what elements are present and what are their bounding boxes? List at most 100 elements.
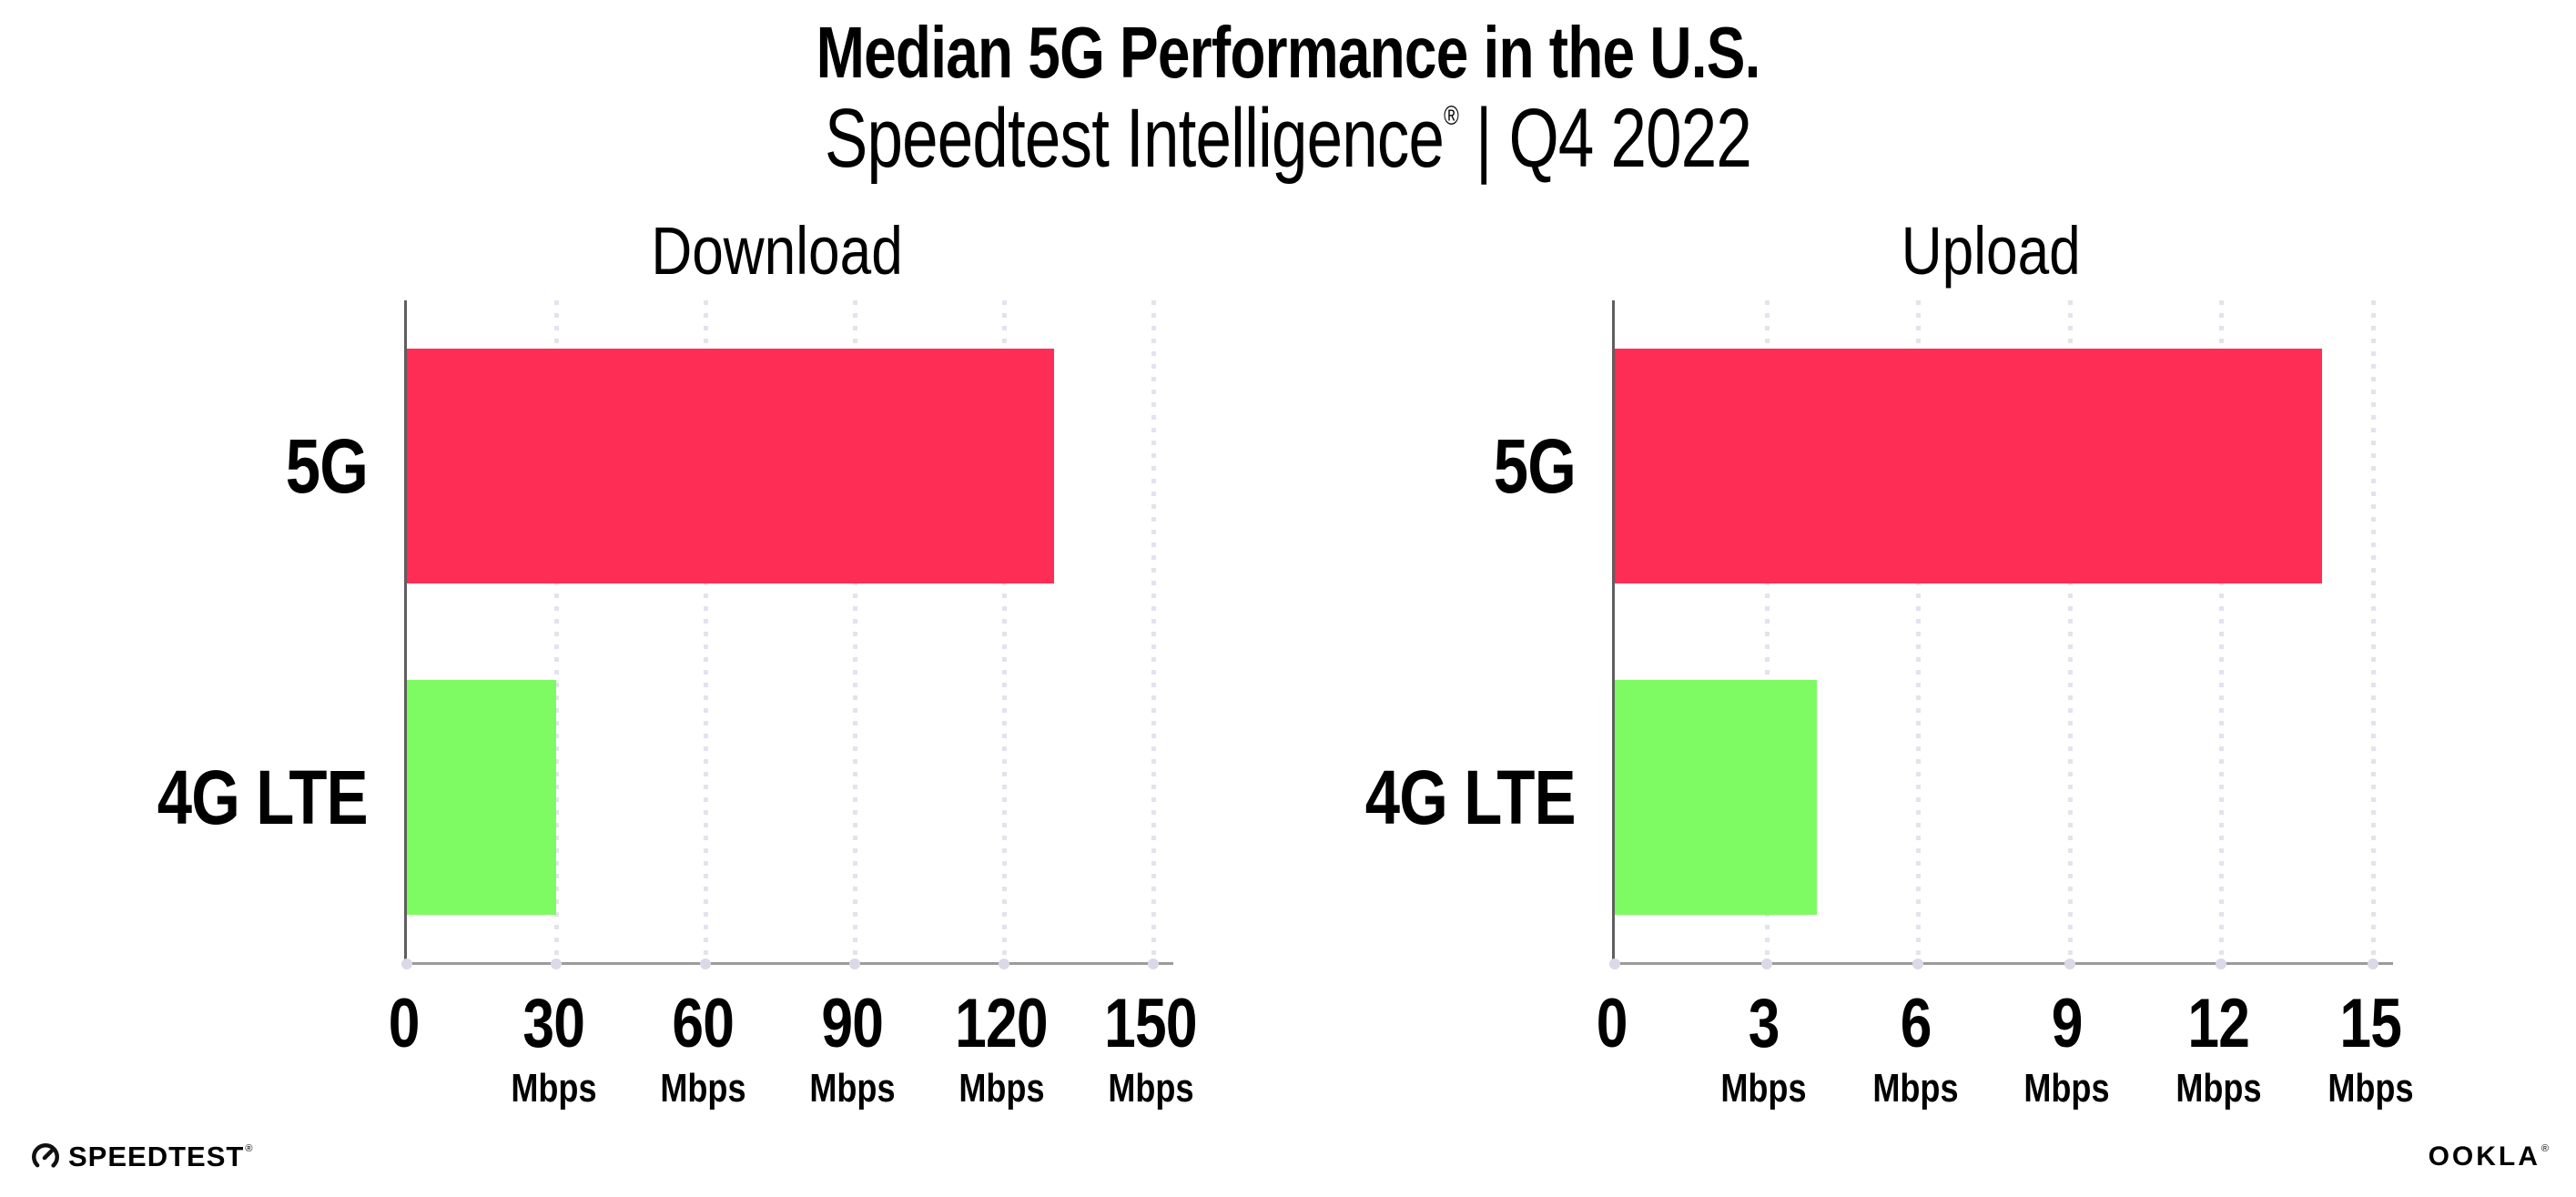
category-label-text: 4G LTE <box>157 755 369 840</box>
plot-area-upload <box>1609 300 2393 969</box>
ookla-trademark: ® <box>2541 1143 2549 1154</box>
chart-title-upload: Upload <box>1612 212 2370 289</box>
category-label-5g: 5G <box>1193 416 1577 516</box>
x-tick-unit: Mbps <box>1064 1068 1237 1110</box>
x-tick-number-text: 30 <box>522 985 585 1062</box>
axis-tick-dot-60 <box>700 959 711 969</box>
bar-4g-lte <box>1615 680 1818 915</box>
x-tick-unit: Mbps <box>467 1068 640 1110</box>
x-tick-unit-text: Mbps <box>958 1066 1045 1111</box>
category-label-text: 5G <box>1493 423 1577 509</box>
speedtest-wordmark: SPEEDTEST <box>68 1141 245 1172</box>
bar-5g <box>1615 349 2323 583</box>
x-tick-number: 90 <box>766 988 938 1060</box>
x-tick-number-text: 0 <box>389 985 421 1062</box>
axis-tick-dot-15 <box>2368 959 2378 969</box>
x-tick-number-text: 9 <box>2051 985 2084 1062</box>
x-tick-6: 6 Mbps <box>1829 988 2002 1110</box>
x-tick-120: 120 Mbps <box>915 988 1088 1110</box>
x-tick-number-text: 90 <box>821 985 884 1062</box>
gridline-3 <box>1764 300 1770 963</box>
x-tick-unit: Mbps <box>766 1068 938 1110</box>
x-tick-number: 0 <box>318 988 491 1060</box>
x-tick-number-text: 12 <box>2187 985 2251 1062</box>
plot-area-download <box>401 300 1173 969</box>
x-tick-unit: Mbps <box>616 1068 789 1110</box>
subtitle-brand: Speedtest Intelligence <box>825 92 1445 185</box>
x-tick-number-text: 120 <box>955 985 1048 1062</box>
x-tick-unit: Mbps <box>915 1068 1088 1110</box>
x-tick-number-text: 6 <box>1900 985 1932 1062</box>
x-tick-unit: Mbps <box>1981 1068 2154 1110</box>
axis-tick-dot-120 <box>999 959 1009 969</box>
axis-tick-dot-3 <box>1760 959 1772 969</box>
x-axis-line <box>1612 962 2393 965</box>
x-tick-unit-text: Mbps <box>2175 1066 2262 1111</box>
x-tick-unit-text: Mbps <box>1107 1066 1194 1111</box>
x-tick-30: 30 Mbps <box>467 988 640 1110</box>
category-label-4g-lte: 4G LTE <box>0 747 369 847</box>
category-label-5g: 5G <box>0 416 369 516</box>
x-tick-number-text: 3 <box>1748 985 1780 1062</box>
speedtest-trademark: ® <box>245 1143 253 1154</box>
registered-mark: ® <box>1444 101 1459 132</box>
page-title: Median 5G Performance in the U.S. <box>0 11 2576 95</box>
x-tick-0: 0 <box>318 988 491 1060</box>
category-label-4g-lte: 4G LTE <box>1193 747 1577 847</box>
subtitle-period: | Q4 2022 <box>1458 92 1752 185</box>
bar-5g <box>407 349 1054 583</box>
category-label-text: 4G LTE <box>1364 755 1577 840</box>
x-tick-unit-text: Mbps <box>1720 1066 1807 1111</box>
x-tick-number: 3 <box>1678 988 1851 1060</box>
x-tick-number-text: 15 <box>2339 985 2402 1062</box>
x-tick-number: 0 <box>1526 988 1699 1060</box>
gridline-12 <box>2219 300 2225 963</box>
x-tick-unit-text: Mbps <box>1872 1066 1959 1111</box>
axis-tick-dot-9 <box>2064 959 2075 969</box>
x-tick-number: 6 <box>1829 988 2002 1060</box>
speedometer-icon <box>32 1143 59 1171</box>
x-tick-number: 150 <box>1064 988 1237 1060</box>
x-tick-unit: Mbps <box>1678 1068 1851 1110</box>
chart-title-download: Download <box>404 212 1151 289</box>
gridline-120 <box>1002 300 1007 963</box>
gridline-9 <box>2067 300 2073 963</box>
x-tick-unit: Mbps <box>2284 1068 2457 1110</box>
x-tick-unit: Mbps <box>1829 1068 2002 1110</box>
axis-tick-dot-30 <box>551 959 562 969</box>
category-label-text: 5G <box>285 423 369 509</box>
x-tick-unit-text: Mbps <box>510 1066 597 1111</box>
x-tick-12: 12 Mbps <box>2132 988 2305 1110</box>
x-tick-3: 3 Mbps <box>1678 988 1851 1110</box>
x-tick-unit: Mbps <box>2132 1068 2305 1110</box>
x-tick-number-text: 0 <box>1597 985 1628 1062</box>
x-tick-number: 30 <box>467 988 640 1060</box>
axis-tick-dot-150 <box>1148 959 1159 969</box>
x-tick-150: 150 Mbps <box>1064 988 1237 1110</box>
x-tick-number-text: 150 <box>1104 985 1197 1062</box>
axis-tick-dot-0 <box>1609 959 1620 969</box>
axis-tick-dot-6 <box>1912 959 1924 969</box>
page-subtitle: Speedtest Intelligence® | Q4 2022 <box>0 91 2576 187</box>
gridline-30 <box>554 300 559 963</box>
x-axis-line <box>404 962 1173 965</box>
gridline-6 <box>1916 300 1922 963</box>
chart-title-text: Download <box>651 213 904 289</box>
x-tick-number: 120 <box>915 988 1088 1060</box>
ookla-wordmark: OOKLA <box>2428 1141 2541 1172</box>
axis-tick-dot-12 <box>2216 959 2227 969</box>
x-tick-number: 9 <box>1981 988 2154 1060</box>
page-subtitle-text: Speedtest Intelligence® | Q4 2022 <box>825 91 1752 187</box>
page-title-text: Median 5G Performance in the U.S. <box>816 12 1761 93</box>
x-tick-15: 15 Mbps <box>2284 988 2457 1110</box>
gridline-150 <box>1151 300 1156 963</box>
x-tick-unit-text: Mbps <box>808 1066 896 1111</box>
chart-title-text: Upload <box>1901 213 2081 289</box>
gridline-15 <box>2371 300 2376 963</box>
ookla-logo: OOKLA ® <box>2429 1141 2549 1172</box>
x-tick-number: 12 <box>2132 988 2305 1060</box>
axis-tick-dot-90 <box>849 959 860 969</box>
x-tick-unit-text: Mbps <box>2023 1066 2110 1111</box>
axis-tick-dot-0 <box>401 959 412 969</box>
